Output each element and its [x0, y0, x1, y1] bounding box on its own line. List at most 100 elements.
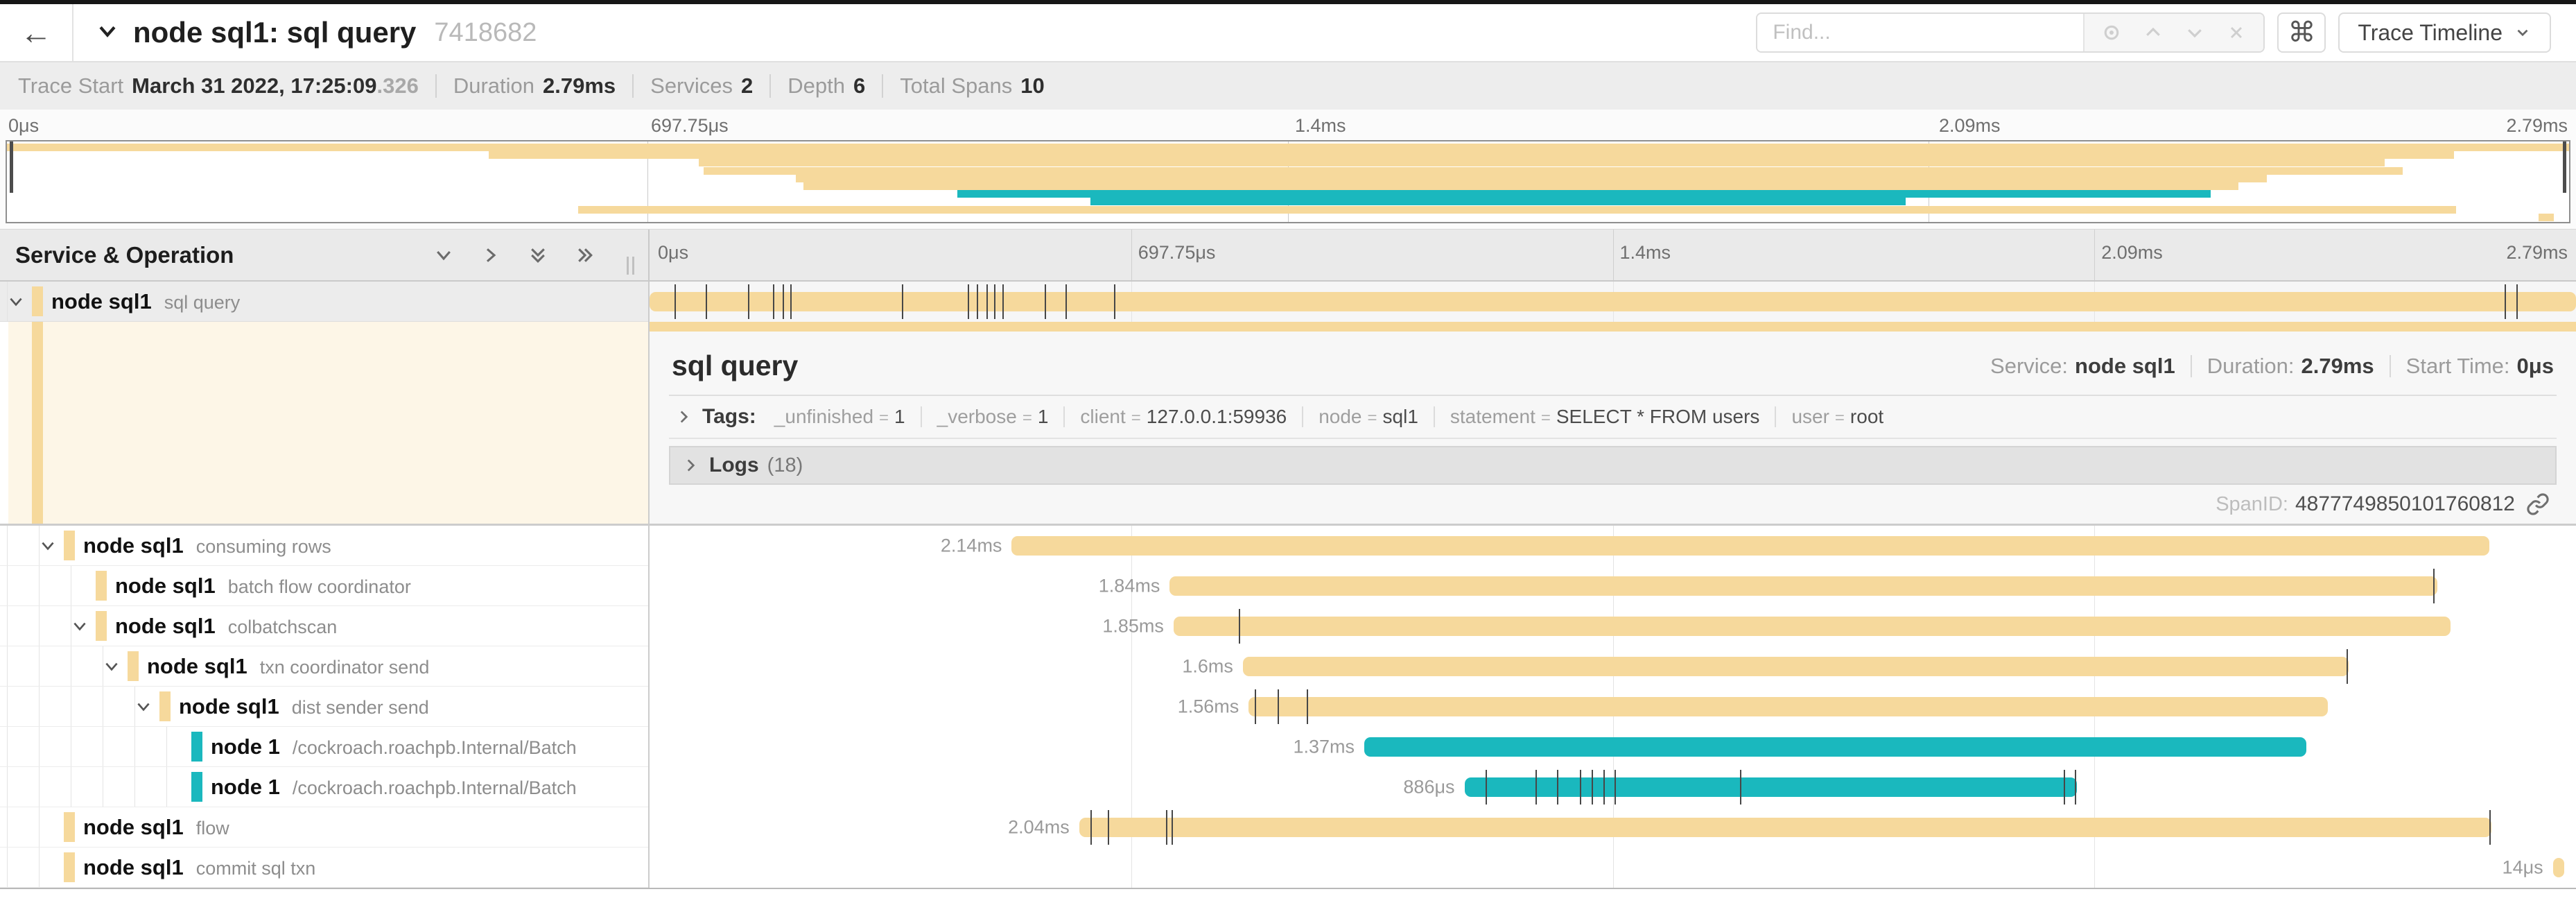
- prev-match-chevron-up-icon[interactable]: [2143, 22, 2164, 43]
- span-duration-bar[interactable]: [650, 292, 2576, 311]
- span-bar-cell[interactable]: 2.14ms: [648, 526, 2576, 566]
- span-row: node sql1 flow 2.04ms: [0, 807, 2576, 848]
- span-duration-bar[interactable]: [1364, 737, 2306, 757]
- span-tree-row[interactable]: node 1/cockroach.roachpb.Internal/Batch: [0, 767, 648, 807]
- summary-value: 2.79ms: [543, 74, 616, 98]
- clear-search-x-icon[interactable]: [2226, 22, 2247, 43]
- next-match-chevron-down-icon[interactable]: [2184, 22, 2205, 43]
- span-tree-row[interactable]: node sql1 consuming rows: [0, 526, 648, 566]
- span-service-name: node sql1 txn coordinator send: [147, 653, 430, 678]
- minimap-canvas[interactable]: [6, 140, 2570, 223]
- tree-chevron-down-icon[interactable]: [71, 617, 89, 635]
- span-bar-cell[interactable]: 886μs: [648, 767, 2576, 807]
- page-title: node sql1: sql query: [133, 16, 417, 49]
- summary-separator: [435, 74, 437, 98]
- tree-chevron-down-icon[interactable]: [134, 698, 153, 716]
- log-marker-tick: [1739, 770, 1741, 805]
- logs-accordion[interactable]: Logs (18): [669, 446, 2557, 485]
- span-duration-bar[interactable]: [1242, 657, 2349, 676]
- summary-separator: [632, 74, 634, 98]
- span-service-name: node sql1 sql query: [51, 289, 241, 313]
- span-duration-bar[interactable]: [1464, 777, 2078, 797]
- deep-link-icon[interactable]: [2526, 492, 2550, 516]
- minimap-scrubber-left-handle[interactable]: [10, 141, 13, 193]
- span-duration-bar[interactable]: [1079, 818, 2491, 837]
- view-selector-button[interactable]: Trace Timeline: [2338, 12, 2551, 53]
- span-operation-name: commit sql txn: [195, 857, 316, 879]
- span-bar-cell[interactable]: 1.37ms: [648, 727, 2576, 767]
- span-tree-row[interactable]: node sql1 txn coordinator send: [0, 646, 648, 687]
- span-tree-row[interactable]: node sql1 sql query: [0, 282, 648, 322]
- tree-chevron-down-icon[interactable]: [7, 293, 25, 311]
- tag-equals: =: [879, 409, 889, 427]
- span-tree-row[interactable]: node sql1 commit sql txn: [0, 848, 648, 888]
- span-bar-cell[interactable]: 14μs: [648, 848, 2576, 888]
- span-duration-label: 1.37ms: [1293, 736, 1355, 757]
- span-tree-row[interactable]: node sql1 batch flow coordinator: [0, 566, 648, 606]
- span-tree-row[interactable]: node sql1 colbatchscan: [0, 606, 648, 646]
- span-bar-cell[interactable]: 1.85ms: [648, 606, 2576, 646]
- minimap-span-bar: [2538, 213, 2554, 221]
- tree-indent-guide: [166, 767, 167, 807]
- span-bar-cell[interactable]: 1.84ms: [648, 566, 2576, 606]
- log-marker-tick: [1535, 770, 1538, 805]
- tree-indent-guide: [7, 727, 8, 766]
- span-tree-row[interactable]: node 1/cockroach.roachpb.Internal/Batch: [0, 727, 648, 767]
- minimap-ruler: 0μs 697.75μs 1.4ms 2.09ms 2.79ms: [0, 110, 2576, 139]
- tree-chevron-down-icon[interactable]: [103, 657, 121, 676]
- span-bar-cell[interactable]: 2.04ms: [648, 807, 2576, 848]
- back-button[interactable]: ←: [0, 4, 73, 61]
- expand-all-double-chevron-right-icon[interactable]: [575, 245, 595, 266]
- span-color-bar: [64, 812, 75, 842]
- tag-value: root: [1850, 406, 1884, 427]
- expand-one-chevron-right-icon[interactable]: [480, 245, 501, 266]
- match-locate-icon[interactable]: [2101, 22, 2122, 43]
- span-color-bar: [64, 852, 75, 882]
- span-operation-name: /cockroach.roachpb.Internal/Batch: [292, 737, 577, 758]
- log-marker-tick: [2433, 569, 2435, 603]
- span-bar-cell[interactable]: 1.56ms: [648, 687, 2576, 727]
- collapse-one-chevron-down-icon[interactable]: [433, 245, 454, 266]
- span-duration-bar[interactable]: [2552, 858, 2565, 877]
- span-row: node sql1 commit sql txn 14μs: [0, 848, 2576, 888]
- trace-id: 7418682: [434, 17, 537, 47]
- tree-chevron-down-icon[interactable]: [39, 537, 57, 555]
- summary-separator: [769, 74, 772, 98]
- span-operation-name: sql query: [164, 291, 241, 313]
- keyboard-shortcuts-button[interactable]: ⌘: [2277, 12, 2326, 53]
- span-color-bar: [159, 691, 171, 721]
- top-bar: ← node sql1: sql query 7418682: [0, 4, 2576, 61]
- tags-accordion[interactable]: Tags: _unfinished = 1 _verbose = 1 client = 127.…: [669, 396, 2557, 439]
- column-resize-handle[interactable]: [627, 257, 634, 275]
- span-duration-bar[interactable]: [1248, 697, 2328, 716]
- tree-indent-guide: [7, 282, 8, 321]
- tag-value: SELECT * FROM users: [1556, 406, 1760, 427]
- span-duration-bar[interactable]: [1169, 576, 2437, 596]
- timeline-gridline: [1131, 646, 1132, 687]
- span-duration-label: 1.84ms: [1098, 575, 1160, 596]
- find-input[interactable]: [1757, 14, 2084, 51]
- ruler-tick-label: 2.79ms: [2506, 242, 2568, 263]
- service-value: node sql1: [2075, 353, 2175, 378]
- span-duration-label: 1.85ms: [1102, 615, 1164, 637]
- span-bar-cell[interactable]: 1.6ms: [648, 646, 2576, 687]
- ruler-gridline: [1131, 230, 1132, 280]
- span-duration-label: 2.14ms: [940, 535, 1002, 556]
- log-marker-tick: [1486, 770, 1488, 805]
- span-tree-row[interactable]: node sql1 dist sender send: [0, 687, 648, 727]
- collapse-trace-chevron-icon[interactable]: [96, 19, 119, 46]
- tree-indent-guide: [39, 848, 40, 887]
- span-duration-bar[interactable]: [1173, 617, 2451, 636]
- summary-separator: [882, 74, 884, 98]
- tag-separator: [1063, 406, 1065, 427]
- ruler-tick-label: 2.09ms: [2101, 242, 2163, 263]
- minimap-scrubber-right-handle[interactable]: [2563, 141, 2566, 193]
- ruler-tick-label: 697.75μs: [1138, 242, 1216, 263]
- span-tree-row[interactable]: node sql1 flow: [0, 807, 648, 848]
- span-bar-cell[interactable]: [648, 282, 2576, 322]
- span-duration-bar[interactable]: [1011, 536, 2489, 556]
- ruler-tick-label: 0μs: [8, 115, 40, 136]
- span-color-bar: [96, 571, 107, 601]
- tree-indent-guide: [39, 767, 40, 807]
- collapse-all-double-chevron-down-icon[interactable]: [528, 245, 548, 266]
